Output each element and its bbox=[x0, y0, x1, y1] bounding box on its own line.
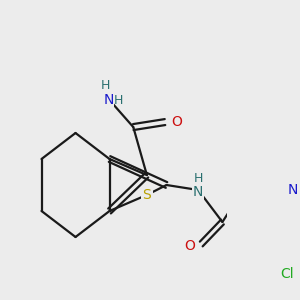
Text: H: H bbox=[194, 172, 203, 184]
Text: N: N bbox=[288, 184, 298, 197]
Text: O: O bbox=[171, 115, 182, 129]
Text: N: N bbox=[193, 185, 203, 199]
Text: H: H bbox=[114, 94, 124, 106]
Text: S: S bbox=[142, 188, 151, 202]
Text: H: H bbox=[101, 79, 110, 92]
Text: O: O bbox=[184, 239, 195, 253]
Text: N: N bbox=[103, 93, 114, 107]
Text: Cl: Cl bbox=[280, 266, 294, 280]
